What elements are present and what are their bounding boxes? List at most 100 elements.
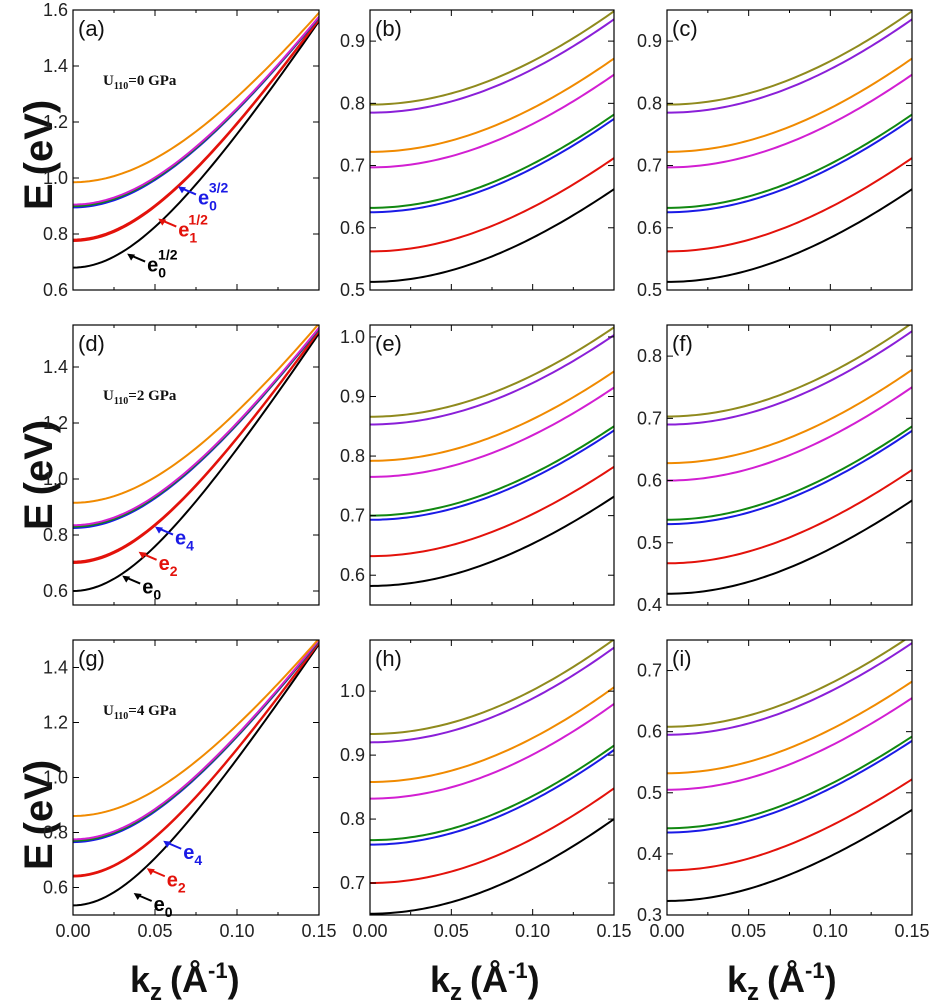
ytick-label-b-1: 0.6 [340, 218, 365, 238]
annotation-a-0: e01/2 [127, 247, 178, 281]
xtick-label-g-2: 0.10 [219, 921, 254, 941]
series-line-i-2 [667, 739, 912, 834]
ytick-label-f-4: 0.8 [637, 346, 662, 366]
annotation-d-1: e2 [138, 551, 178, 579]
ytick-label-d-0: 0.6 [43, 581, 68, 601]
series-line-i-5 [667, 680, 912, 775]
series-line-e-3 [370, 425, 614, 517]
series-line-h-2 [370, 749, 614, 846]
series-line-a-0 [73, 20, 319, 269]
ytick-label-g-3: 1.2 [43, 713, 68, 733]
ytick-label-i-0: 0.3 [637, 905, 662, 925]
series-line-e-7 [370, 326, 614, 418]
svg-text:e0: e0 [142, 577, 161, 603]
series-line-f-6 [667, 330, 912, 426]
panel-g: 0.00 0.05 0.10 0.15 0.6 0.8 1.0 1.2 1.4 (g) U110=4… [43, 639, 337, 941]
svg-text:e01/2: e01/2 [147, 247, 178, 281]
xtick-label-i-0: 0.00 [649, 921, 684, 941]
xtick-label-g-0: 0.00 [55, 921, 90, 941]
series-line-f-1 [667, 469, 912, 565]
xtick-label-h-3: 0.15 [596, 921, 631, 941]
ytick-label-c-1: 0.6 [637, 218, 662, 238]
series-line-h-6 [370, 646, 614, 744]
ytick-label-g-4: 1.4 [43, 658, 68, 678]
ytick-label-e-1: 0.7 [340, 506, 365, 526]
series-line-c-5 [667, 57, 912, 153]
ytick-label-c-3: 0.8 [637, 93, 662, 113]
ytick-label-d-3: 1.2 [43, 413, 68, 433]
series-line-i-7 [667, 640, 907, 728]
annotation-a-2: e03/2 [177, 179, 229, 213]
xtick-label-g-1: 0.05 [137, 921, 172, 941]
series-line-f-4 [667, 386, 912, 482]
ytick-label-h-3: 0.9 [340, 745, 365, 765]
series-line-c-4 [667, 73, 912, 169]
ytick-label-e-0: 0.6 [340, 565, 365, 585]
series-line-i-4 [667, 697, 912, 791]
ytick-label-d-4: 1.4 [43, 357, 68, 377]
series-line-b-7 [370, 10, 614, 106]
annotation-d-0: e0 [122, 575, 161, 603]
series-line-g-2 [73, 641, 319, 877]
ytick-label-f-0: 0.4 [637, 595, 662, 615]
ytick-label-b-2: 0.7 [340, 156, 365, 176]
panel-h: 0.00 0.05 0.10 0.15 0.7 0.8 0.9 1.0 (h) [340, 639, 632, 941]
series-line-i-1 [667, 778, 912, 872]
series-line-h-1 [370, 787, 614, 885]
svg-text:e2: e2 [167, 869, 186, 895]
series-line-f-7 [667, 325, 912, 418]
series-line-a-5 [73, 16, 319, 206]
ytick-label-g-1: 0.8 [43, 823, 68, 843]
svg-text:e2: e2 [159, 553, 178, 579]
series-line-i-6 [667, 642, 912, 736]
series-line-a-2 [73, 18, 319, 241]
series-line-h-4 [370, 703, 614, 800]
panel-label-g: (g) [78, 646, 105, 671]
series-line-b-1 [370, 157, 614, 253]
series-line-c-3 [667, 113, 912, 209]
xtick-label-g-3: 0.15 [301, 921, 336, 941]
panel-label-e: (e) [375, 331, 402, 356]
annotation-g-1: e2 [146, 868, 186, 895]
pressure-label-g: U110=4 GPa [103, 703, 177, 722]
panel-label-d: (d) [78, 331, 105, 356]
ytick-label-a-1: 0.8 [43, 224, 68, 244]
xlabel-col1: kz (Å-1) [130, 958, 240, 1000]
panel-i: 0.00 0.05 0.10 0.15 0.3 0.4 0.5 0.6 0.7 (i) [637, 639, 930, 941]
series-line-h-0 [370, 818, 614, 915]
ytick-label-h-2: 0.8 [340, 809, 365, 829]
ytick-label-b-0: 0.5 [340, 280, 365, 300]
svg-text:e4: e4 [175, 528, 194, 554]
series-line-f-5 [667, 368, 912, 465]
series-line-d-0 [73, 332, 319, 592]
series-line-c-1 [667, 157, 912, 253]
ytick-label-b-4: 0.9 [340, 31, 365, 51]
xtick-label-h-0: 0.00 [352, 921, 387, 941]
series-line-c-7 [667, 10, 912, 106]
xtick-label-i-3: 0.15 [894, 921, 929, 941]
ylabel-row3: E(eV) [17, 760, 61, 870]
series-line-b-2 [370, 118, 614, 214]
series-line-b-3 [370, 113, 614, 209]
ytick-label-a-3: 1.2 [43, 112, 68, 132]
xtick-label-i-1: 0.05 [731, 921, 766, 941]
ytick-label-i-2: 0.5 [637, 783, 662, 803]
panel-label-b: (b) [375, 16, 402, 41]
plot-frame-e [369, 324, 615, 606]
ytick-label-f-2: 0.6 [637, 471, 662, 491]
annotation-a-1: e11/2 [158, 212, 208, 246]
series-line-b-0 [370, 188, 614, 283]
ytick-label-e-2: 0.8 [340, 446, 365, 466]
series-line-b-4 [370, 73, 614, 169]
ytick-label-i-3: 0.6 [637, 722, 662, 742]
plot-frame-f [666, 324, 913, 606]
series-line-h-3 [370, 744, 614, 842]
series-line-e-6 [370, 334, 614, 426]
series-line-d-2 [73, 330, 319, 563]
svg-text:e0: e0 [154, 894, 173, 920]
series-line-f-3 [667, 425, 912, 521]
series-line-g-1 [73, 642, 319, 878]
series-line-e-1 [370, 465, 614, 558]
series-line-b-6 [370, 18, 614, 114]
